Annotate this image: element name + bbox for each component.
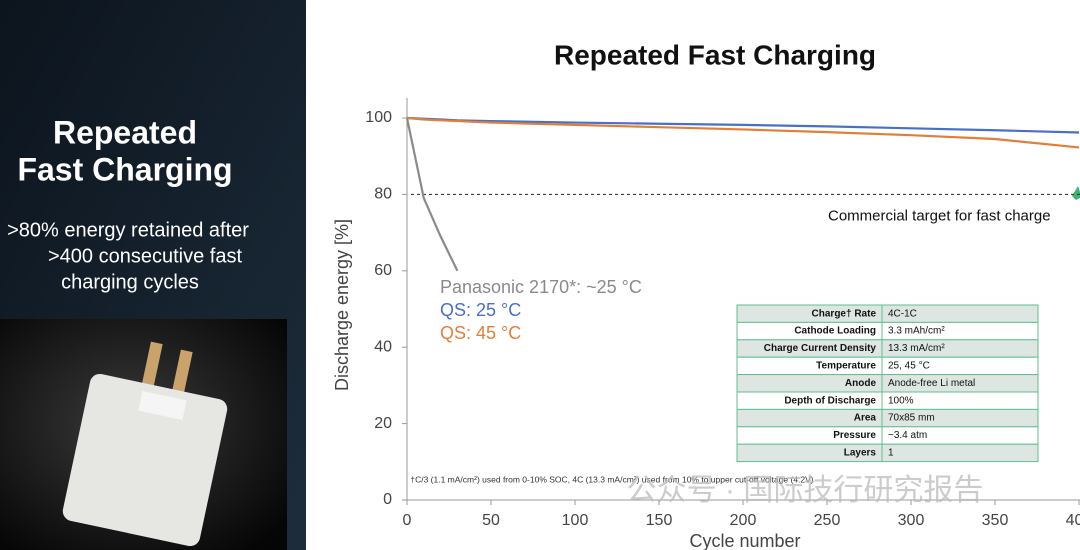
x-tick-label: 0 bbox=[403, 512, 412, 529]
x-tick-label: 50 bbox=[482, 512, 500, 529]
table-value: Anode-free Li metal bbox=[888, 378, 975, 389]
table-value: ~3.4 atm bbox=[888, 430, 927, 441]
table-value: 1 bbox=[888, 448, 894, 459]
x-tick-label: 100 bbox=[562, 512, 589, 529]
y-axis-label: Discharge energy [%] bbox=[332, 219, 352, 391]
series-line bbox=[406, 116, 1080, 149]
table-label: Anode bbox=[845, 378, 877, 389]
x-tick-label: 400 bbox=[1066, 512, 1080, 529]
table-label: Charge Current Density bbox=[764, 343, 877, 354]
series-line bbox=[405, 117, 459, 272]
table-label: Cathode Loading bbox=[794, 326, 876, 337]
table-label: Charge† Rate bbox=[812, 308, 877, 319]
slide-body: >80% energy retained after bbox=[7, 219, 249, 241]
table-value: 3.3 mAh/cm² bbox=[888, 326, 945, 337]
table-value: 13.3 mA/cm² bbox=[888, 343, 945, 354]
x-tick-label: 150 bbox=[646, 512, 673, 529]
table-row bbox=[736, 443, 1039, 463]
slide-body: charging cycles bbox=[61, 271, 199, 293]
reference-label: Commercial target for fast charge bbox=[828, 207, 1051, 224]
y-tick-label: 100 bbox=[365, 109, 392, 126]
x-tick-label: 350 bbox=[982, 512, 1009, 529]
table-label: Depth of Discharge bbox=[784, 395, 876, 406]
target-star bbox=[1072, 186, 1080, 200]
y-tick-label: 80 bbox=[374, 186, 392, 203]
table-value: 100% bbox=[888, 395, 914, 406]
x-axis-label: Cycle number bbox=[689, 531, 800, 550]
chart-title: Repeated Fast Charging bbox=[554, 39, 876, 70]
slide-body: >400 consecutive fast bbox=[48, 245, 242, 267]
cell-photo bbox=[0, 319, 287, 550]
table-value: 25, 45 °C bbox=[888, 361, 930, 372]
x-tick-label: 250 bbox=[814, 512, 841, 529]
x-tick-label: 300 bbox=[898, 512, 925, 529]
watermark: 公众号 · 国际技行研究报告 bbox=[627, 474, 984, 507]
y-tick-label: 60 bbox=[374, 262, 392, 279]
footnote: †C/3 (1.1 mA/cm²) used from 0-10% SOC, 4… bbox=[410, 474, 813, 484]
legend-entry: Panasonic 2170*: ~25 °C bbox=[440, 277, 642, 297]
y-tick-label: 40 bbox=[374, 338, 392, 355]
x-tick-label: 200 bbox=[730, 512, 757, 529]
legend-entry: QS: 45 °C bbox=[440, 323, 521, 343]
table-label: Pressure bbox=[833, 430, 876, 441]
legend-entry: QS: 25 °C bbox=[440, 300, 521, 320]
table-label: Temperature bbox=[816, 361, 876, 372]
table-label: Layers bbox=[844, 448, 877, 459]
chart-panel bbox=[306, 0, 1080, 550]
y-tick-label: 20 bbox=[374, 415, 392, 432]
slide-title: Repeated bbox=[53, 114, 197, 150]
table-label: Area bbox=[854, 413, 877, 424]
table-value: 70x85 mm bbox=[888, 413, 935, 424]
table-value: 4C-1C bbox=[888, 308, 917, 319]
y-tick-label: 0 bbox=[383, 491, 392, 508]
slide-title: Fast Charging bbox=[17, 151, 232, 187]
